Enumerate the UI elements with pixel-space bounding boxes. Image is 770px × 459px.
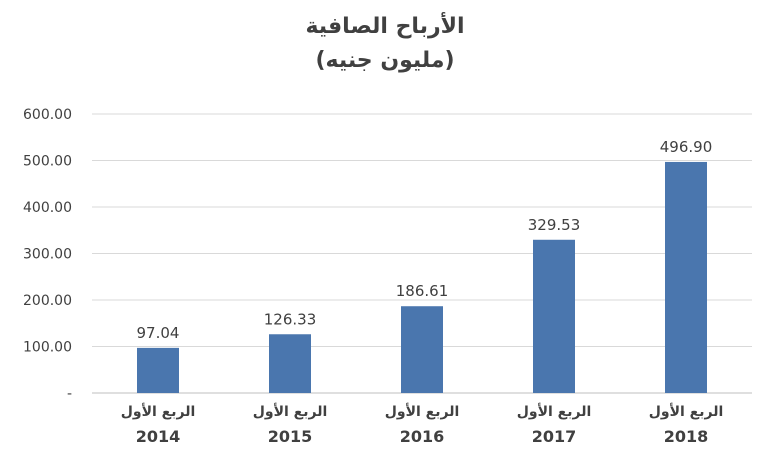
data-labels: 97.04 126.33 186.61 329.53 496.90	[137, 138, 713, 342]
y-axis-labels: - 100.00 200.00 300.00 400.00 500.00 600.00	[23, 107, 72, 402]
x-axis-labels: الربع الأول 2014 الربع الأول 2015 الربع الأو…	[121, 403, 724, 446]
x-year-label: 2015	[268, 427, 313, 446]
y-tick-label: -	[67, 386, 72, 402]
x-category-label: الربع الأول	[385, 403, 460, 420]
y-tick-label: 100.00	[23, 340, 72, 356]
data-label: 97.04	[137, 324, 180, 342]
bar	[137, 347, 179, 393]
x-category-label: الربع الأول	[253, 403, 328, 420]
y-tick-label: 400.00	[23, 200, 72, 216]
x-category-label: الربع الأول	[121, 403, 196, 420]
x-year-label: 2016	[400, 427, 445, 446]
x-year-label: 2017	[532, 427, 577, 446]
x-year-label: 2018	[664, 427, 709, 446]
x-category-label: الربع الأول	[517, 403, 592, 420]
y-tick-label: 600.00	[23, 107, 72, 123]
y-tick-label: 200.00	[23, 293, 72, 309]
x-category-label: الربع الأول	[649, 403, 724, 420]
chart-title-block: الأرباح الصافية (مليون جنيه)	[0, 10, 770, 78]
gridlines	[92, 113, 752, 394]
x-year-label: 2014	[136, 427, 181, 446]
bar	[665, 161, 707, 393]
data-label: 186.61	[396, 282, 449, 300]
chart-title: الأرباح الصافية	[305, 14, 465, 39]
bar	[401, 306, 443, 393]
bar	[533, 239, 575, 393]
bars	[137, 161, 707, 393]
data-label: 126.33	[264, 310, 317, 328]
data-label: 329.53	[528, 216, 581, 234]
data-label: 496.90	[660, 138, 713, 156]
y-tick-label: 500.00	[23, 154, 72, 170]
y-tick-label: 300.00	[23, 247, 72, 263]
chart-subtitle: (مليون جنيه)	[315, 48, 455, 73]
bar	[269, 334, 311, 393]
